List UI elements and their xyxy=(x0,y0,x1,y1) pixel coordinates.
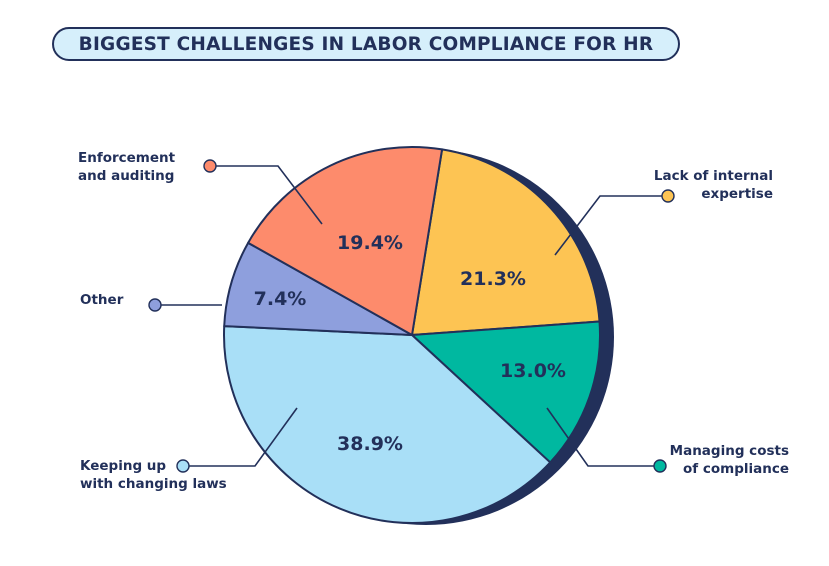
leader-line-0 xyxy=(554,195,668,256)
callout-dot-0 xyxy=(661,189,675,203)
leader-line-1 xyxy=(546,407,660,467)
data-label-1: 13.0% xyxy=(500,360,566,382)
pie-slice-1 xyxy=(411,320,601,464)
category-label-2: Keeping up with changing laws xyxy=(80,458,227,492)
data-label-0: 21.3% xyxy=(460,268,526,290)
callout-dot-3 xyxy=(148,298,162,312)
leader-line-2 xyxy=(183,407,298,467)
category-label-1: Managing costs of compliance xyxy=(670,443,789,477)
category-label-4: Enforcement and auditing xyxy=(78,150,176,184)
category-label-0: Lack of internal expertise xyxy=(654,168,773,202)
pie-slice-0 xyxy=(411,148,601,336)
callout-dot-2 xyxy=(176,459,190,473)
pie-slice-4 xyxy=(247,146,444,336)
chart-title: BIGGEST CHALLENGES IN LABOR COMPLIANCE F… xyxy=(52,27,680,61)
callout-dot-1 xyxy=(653,459,667,473)
category-label-3: Other xyxy=(80,292,124,308)
data-label-3: 7.4% xyxy=(254,288,307,310)
data-label-4: 19.4% xyxy=(337,232,403,254)
pie-slice-2 xyxy=(223,325,552,524)
callout-dot-4 xyxy=(203,159,217,173)
data-label-2: 38.9% xyxy=(337,433,403,455)
leader-line-4 xyxy=(210,165,323,225)
